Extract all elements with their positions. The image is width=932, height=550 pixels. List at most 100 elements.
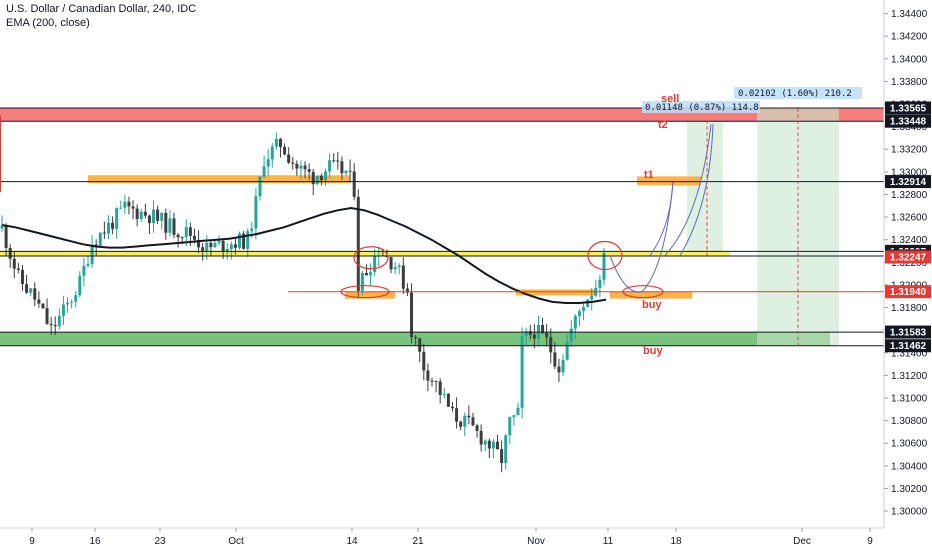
measure-label-1: 0.01148 (0.87%) 114.8: [645, 103, 759, 113]
time-tick-label: 9: [867, 536, 873, 547]
candle-body: [82, 265, 86, 276]
candle-body: [455, 408, 459, 422]
price-tick-label: 1.32800: [891, 190, 928, 201]
candle-body: [459, 421, 463, 427]
price-label-1.31940: 1.31940: [885, 285, 931, 299]
candle-body: [553, 352, 557, 367]
ema-line: [1, 206, 607, 304]
candle-body: [192, 235, 196, 240]
candle-body: [25, 284, 29, 293]
zones-layer: [0, 107, 884, 346]
candle-body: [102, 232, 106, 234]
orange-zone-2: [345, 291, 395, 299]
candle-body: [418, 338, 422, 352]
candle-body: [4, 225, 8, 248]
time-tick-label: 16: [89, 536, 101, 547]
candle-body: [29, 288, 33, 293]
candle-body: [360, 273, 364, 291]
candle-body: [303, 165, 307, 170]
price-tick-label: 1.34200: [891, 32, 928, 43]
orange-zone-buy: [610, 291, 692, 299]
candle-body: [8, 247, 12, 259]
highlight-ellipse-4: [622, 285, 664, 299]
candle-body: [324, 171, 328, 181]
price-tick-label: 1.33800: [891, 77, 928, 88]
price-label-1.31583: 1.31583: [885, 325, 931, 339]
price-tick-label: 1.31400: [891, 348, 928, 359]
yellow-band: [0, 251, 730, 256]
candle-body: [557, 366, 561, 373]
candle-body: [315, 175, 319, 185]
price-tick-label: 1.30600: [891, 439, 928, 450]
price-label-bg: [885, 101, 931, 115]
path-arrow-2: [641, 181, 674, 293]
path-arrow-1: [609, 255, 643, 293]
candle-body: [229, 244, 233, 250]
price-tick-label: 1.31200: [891, 371, 928, 382]
candle-body: [471, 417, 475, 426]
candle-body: [582, 306, 586, 312]
candle-body: [266, 159, 270, 167]
price-tick-label: 1.30200: [891, 484, 928, 495]
t2-label: t2: [658, 119, 668, 131]
price-label-text: 1.33448: [890, 117, 927, 128]
candle-body: [528, 331, 532, 335]
price-label-bg: [885, 250, 931, 264]
candle-body: [397, 265, 401, 268]
candle-body: [115, 208, 119, 229]
candle-body: [61, 304, 65, 316]
candle-body: [430, 380, 434, 382]
candle-body: [516, 407, 520, 416]
candle-body: [106, 222, 110, 234]
candle-body: [135, 208, 139, 219]
candle-body: [98, 232, 102, 246]
price-label-1.31462: 1.31462: [885, 339, 931, 353]
buy-label-1: buy: [642, 299, 662, 311]
candle-body: [127, 201, 131, 207]
candle-body: [336, 160, 340, 162]
candle-body: [442, 393, 446, 395]
candle-body: [561, 359, 565, 373]
candle-body: [176, 234, 180, 238]
candle-body: [37, 299, 41, 304]
candle-body: [119, 207, 123, 209]
candle-body: [233, 244, 237, 248]
candle-body: [78, 275, 82, 296]
price-label-1.32914: 1.32914: [885, 175, 931, 189]
candle-body: [131, 206, 135, 209]
candle-body: [479, 430, 483, 445]
candle-body: [180, 237, 184, 239]
price-tick-label: 1.31800: [891, 303, 928, 314]
measure-box-2: [734, 87, 862, 99]
time-tick-label: 18: [670, 536, 682, 547]
price-label-text: 1.31940: [890, 287, 927, 298]
candle-body: [369, 272, 373, 276]
candle-body: [139, 211, 143, 219]
measure-box-1: [642, 101, 760, 113]
candle-body: [299, 165, 303, 169]
time-tick-label: 21: [412, 536, 424, 547]
candle-body: [410, 292, 414, 338]
candle-body: [401, 265, 405, 289]
time-tick-label: Oct: [228, 536, 244, 547]
price-label-1.32247: 1.32247: [885, 250, 931, 264]
candle-body: [156, 209, 160, 221]
candle-body: [74, 295, 78, 302]
candle-body: [545, 333, 549, 338]
time-axis: 9 16 23 Oct 14 21 Nov 11 18 Dec 9: [29, 528, 873, 547]
candle-body: [152, 209, 156, 224]
candle-body: [172, 218, 176, 235]
candle-body: [221, 240, 225, 252]
candle-body: [307, 169, 311, 172]
candle-body: [565, 341, 569, 360]
price-tick-label: 1.33200: [891, 145, 928, 156]
path-arrow-5: [679, 124, 714, 256]
candle-body: [500, 449, 504, 464]
candle-body: [504, 435, 508, 464]
candle-body: [319, 175, 323, 181]
candle-body: [352, 171, 356, 197]
price-tick-label: 1.33000: [891, 167, 928, 178]
price-label-text: 1.32247: [890, 252, 927, 263]
candle-body: [86, 263, 90, 266]
